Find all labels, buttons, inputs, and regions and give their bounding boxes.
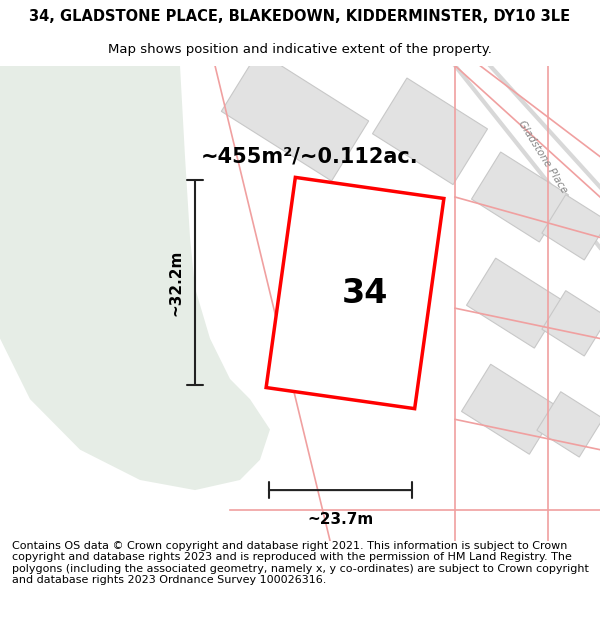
- Text: ~32.2m: ~32.2m: [168, 249, 183, 316]
- Text: Contains OS data © Crown copyright and database right 2021. This information is : Contains OS data © Crown copyright and d…: [12, 541, 589, 586]
- Polygon shape: [221, 51, 368, 181]
- Polygon shape: [537, 392, 600, 457]
- Polygon shape: [373, 78, 488, 184]
- Text: 34, GLADSTONE PLACE, BLAKEDOWN, KIDDERMINSTER, DY10 3LE: 34, GLADSTONE PLACE, BLAKEDOWN, KIDDERMI…: [29, 9, 571, 24]
- Polygon shape: [0, 66, 270, 490]
- Polygon shape: [472, 152, 568, 242]
- Text: 34: 34: [342, 276, 388, 309]
- Polygon shape: [542, 291, 600, 356]
- Polygon shape: [461, 364, 559, 454]
- Text: ~23.7m: ~23.7m: [307, 512, 374, 528]
- Text: Gladstone Place: Gladstone Place: [517, 119, 569, 195]
- Text: ~455m²/~0.112ac.: ~455m²/~0.112ac.: [201, 147, 419, 167]
- Polygon shape: [467, 258, 563, 348]
- Polygon shape: [266, 177, 444, 409]
- Text: Map shows position and indicative extent of the property.: Map shows position and indicative extent…: [108, 42, 492, 56]
- Polygon shape: [542, 194, 600, 260]
